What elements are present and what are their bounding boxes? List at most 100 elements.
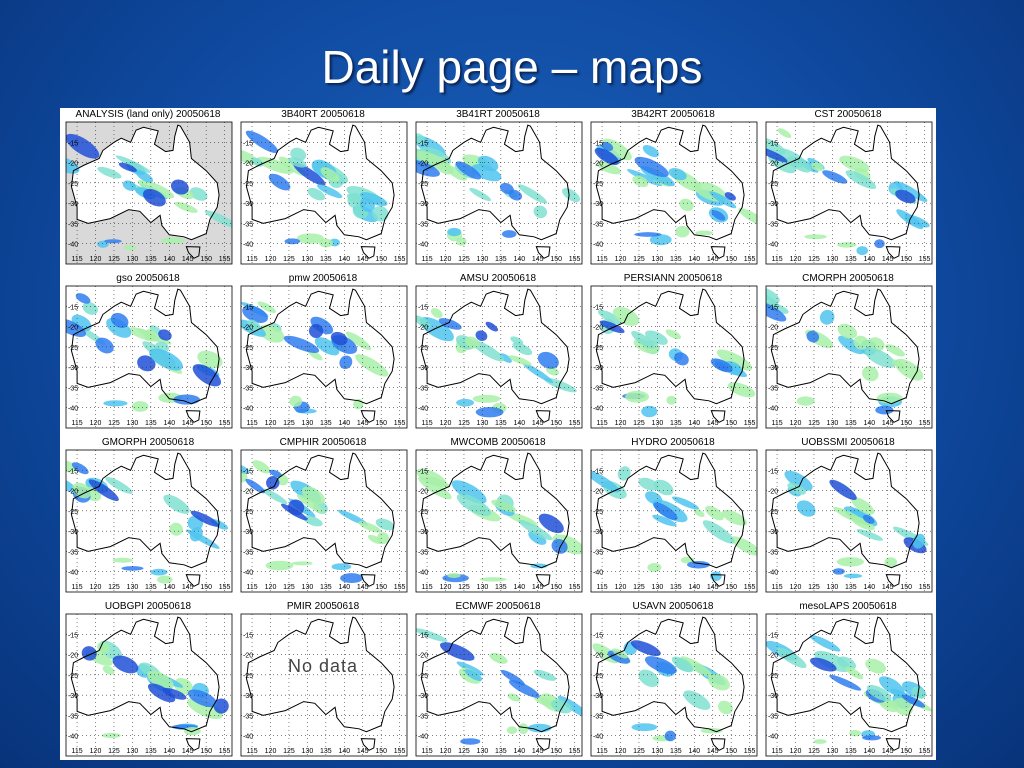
rain-area bbox=[664, 730, 676, 742]
map-panel: gso 20050618 -15 -20 -25 -30 -35 -40 115 120 125 1… bbox=[65, 273, 233, 429]
lon-label: 130 bbox=[302, 748, 314, 755]
map-area bbox=[66, 450, 232, 592]
panel-title: UOBGPI 20050618 bbox=[105, 601, 192, 612]
lon-label: 130 bbox=[477, 584, 489, 591]
lat-label: -35 bbox=[68, 713, 78, 720]
rain-area bbox=[446, 165, 468, 181]
lat-label: -15 bbox=[593, 632, 603, 639]
lat-label: -30 bbox=[593, 365, 603, 372]
lon-label: 130 bbox=[302, 584, 314, 591]
map-background bbox=[416, 122, 582, 264]
map-frame bbox=[590, 121, 758, 265]
map-area bbox=[766, 614, 932, 756]
lon-label: 130 bbox=[827, 748, 839, 755]
rain-area bbox=[813, 739, 827, 744]
map-frame bbox=[765, 449, 933, 593]
rain-area bbox=[674, 352, 689, 366]
panel-title: CMPHIR 20050618 bbox=[280, 437, 367, 448]
lon-label: 145 bbox=[532, 584, 544, 591]
coastline bbox=[70, 124, 220, 241]
lon-label: 115 bbox=[246, 748, 257, 755]
rain-area bbox=[131, 401, 149, 412]
rain-area bbox=[856, 246, 869, 256]
map-frame bbox=[765, 285, 933, 429]
rain-area bbox=[160, 237, 185, 245]
rain-area bbox=[518, 519, 553, 541]
map-area bbox=[766, 450, 932, 592]
rain-area bbox=[845, 170, 877, 189]
coastline bbox=[420, 452, 570, 569]
lat-label: -20 bbox=[418, 489, 428, 496]
coastline bbox=[245, 452, 395, 569]
map-area bbox=[591, 286, 757, 428]
rain-area bbox=[766, 147, 788, 163]
lat-label: -35 bbox=[768, 713, 778, 720]
lat-label: -15 bbox=[768, 140, 778, 147]
lon-label: 120 bbox=[790, 748, 802, 755]
lon-label: 120 bbox=[440, 420, 452, 427]
rain-area bbox=[268, 173, 291, 191]
rain-area bbox=[416, 315, 431, 329]
panel-title: 3B42RT 20050618 bbox=[631, 109, 715, 120]
map-area bbox=[416, 122, 582, 264]
lon-label: 150 bbox=[550, 256, 562, 263]
lon-label: 155 bbox=[569, 256, 581, 263]
rain-area bbox=[804, 234, 827, 240]
panel-title: CST 20050618 bbox=[814, 109, 882, 120]
lon-label: 120 bbox=[90, 256, 102, 263]
lon-label: 120 bbox=[790, 584, 802, 591]
rain-area bbox=[594, 147, 619, 166]
lon-label: 150 bbox=[200, 748, 212, 755]
lon-label: 135 bbox=[145, 584, 157, 591]
lon-label: 135 bbox=[670, 256, 682, 263]
rain-area bbox=[187, 689, 218, 708]
lon-label: 115 bbox=[421, 584, 432, 591]
lat-label: -40 bbox=[68, 570, 78, 577]
lon-label: 135 bbox=[670, 748, 682, 755]
rain-area bbox=[456, 237, 467, 246]
map-background bbox=[766, 286, 932, 428]
lat-label: -20 bbox=[768, 161, 778, 168]
rain-area bbox=[597, 309, 623, 325]
lat-label: -25 bbox=[593, 345, 603, 352]
rain-area bbox=[508, 355, 532, 366]
lon-label: 120 bbox=[265, 420, 277, 427]
lat-label: -20 bbox=[593, 325, 603, 332]
lat-label: -30 bbox=[768, 529, 778, 536]
lon-label: 140 bbox=[513, 748, 525, 755]
lat-label: -35 bbox=[418, 221, 428, 228]
rain-area bbox=[596, 161, 621, 175]
lat-label: -25 bbox=[768, 181, 778, 188]
rain-area bbox=[190, 510, 220, 527]
rain-area bbox=[147, 670, 174, 690]
lon-label: 155 bbox=[744, 748, 756, 755]
lon-label: 135 bbox=[845, 748, 857, 755]
lon-label: 150 bbox=[725, 420, 737, 427]
lon-label: 140 bbox=[863, 748, 875, 755]
lat-label: -20 bbox=[243, 653, 253, 660]
lat-label: -35 bbox=[418, 385, 428, 392]
lat-label: -35 bbox=[243, 713, 253, 720]
lat-label: -35 bbox=[68, 549, 78, 556]
lon-label: 135 bbox=[320, 748, 332, 755]
lon-label: 145 bbox=[182, 420, 194, 427]
lat-label: -15 bbox=[418, 304, 428, 311]
lon-label: 135 bbox=[145, 748, 157, 755]
rain-area bbox=[112, 557, 133, 563]
coastline bbox=[535, 246, 551, 259]
rain-area bbox=[296, 494, 324, 514]
rain-area bbox=[884, 557, 898, 567]
lat-label: -40 bbox=[768, 242, 778, 249]
lon-label: 140 bbox=[163, 584, 175, 591]
rain-area bbox=[288, 499, 305, 516]
rain-area bbox=[123, 244, 137, 251]
rain-area bbox=[668, 168, 687, 181]
lat-label: -20 bbox=[243, 161, 253, 168]
lat-label: -30 bbox=[68, 529, 78, 536]
lon-label: 115 bbox=[771, 420, 782, 427]
rain-area bbox=[683, 690, 711, 710]
lon-label: 125 bbox=[283, 584, 295, 591]
lon-label: 155 bbox=[394, 748, 406, 755]
rain-area bbox=[862, 366, 879, 382]
lon-label: 155 bbox=[569, 420, 581, 427]
